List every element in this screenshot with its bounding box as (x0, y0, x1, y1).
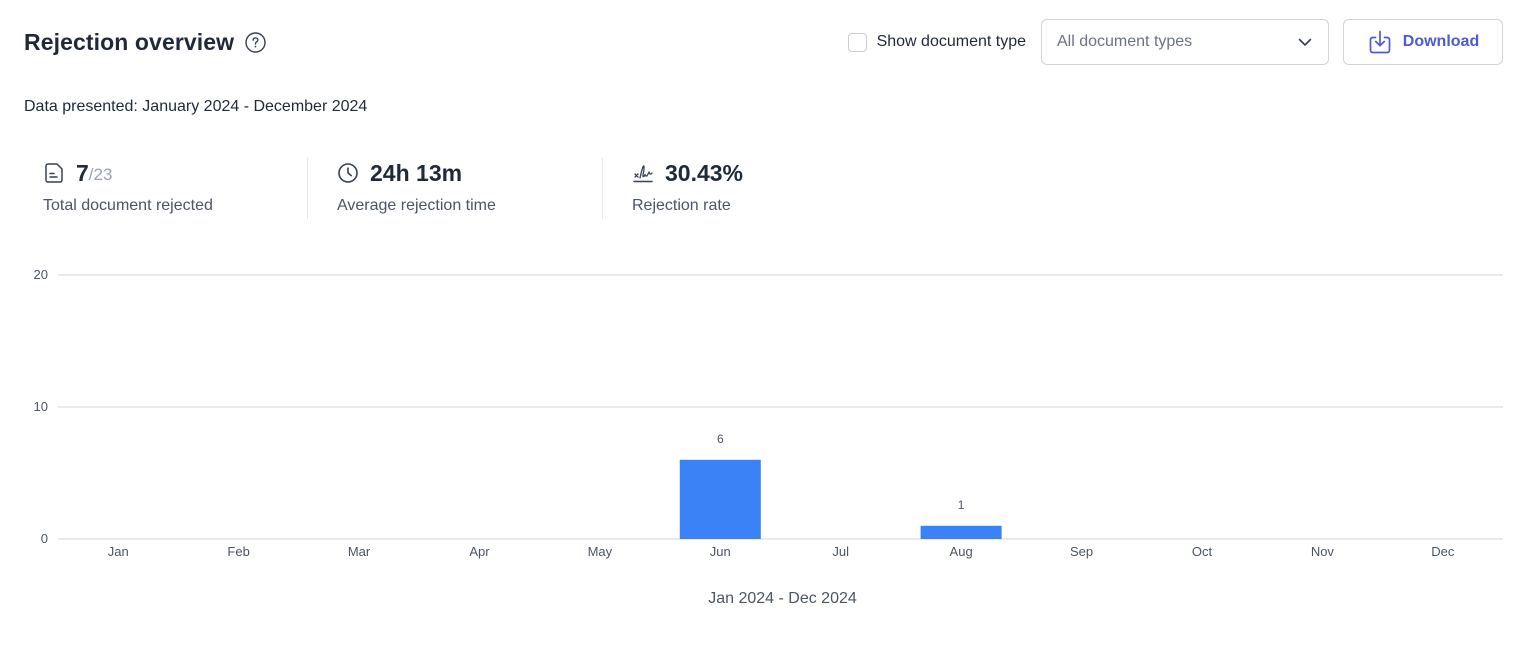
document-type-select-value: All document types (1057, 33, 1193, 50)
stat-rejection-rate: 30.43% Rejection rate (602, 158, 862, 219)
download-button[interactable]: Download (1343, 19, 1503, 65)
x-tick-label: Mar (348, 544, 371, 559)
x-tick-label: Jul (832, 544, 849, 559)
chevron-down-icon (1297, 34, 1313, 50)
x-tick-label: May (588, 544, 613, 559)
document-icon (43, 162, 65, 184)
rejection-bar-chart: 0 10 20 Jan Feb Mar Apr May 6 Jun Jul 1 Aug Sep Oct Nov… (0, 255, 1521, 615)
y-tick-label: 0 (41, 531, 48, 546)
stat-total-documents: /23 (88, 165, 113, 184)
download-icon (1367, 29, 1393, 55)
x-axis-title: Jan 2024 - Dec 2024 (708, 590, 857, 607)
stat-average-time: 24h 13m Average rejection time (307, 158, 602, 219)
stat-average-time-label: Average rejection time (337, 197, 496, 214)
bar-jun (679, 459, 761, 539)
header-controls: Show document type All document types Do… (847, 19, 1503, 65)
bar-aug (920, 525, 1002, 539)
data-label: 1 (958, 498, 965, 512)
x-tick-label: Apr (469, 544, 490, 559)
x-tick-label: Jan (108, 544, 129, 559)
header: Rejection overview Show document type Al… (24, 19, 1503, 65)
title-group: Rejection overview (24, 29, 266, 56)
show-document-type-label: Show document type (876, 33, 1026, 50)
chart-canvas: 0 10 20 Jan Feb Mar Apr May 6 Jun Jul 1 Aug Sep Oct Nov… (34, 267, 1503, 607)
data-label: 6 (717, 432, 724, 446)
stat-total-rejected-value: 7 (76, 159, 89, 186)
stat-average-time-value: 24h 13m (370, 159, 463, 186)
x-tick-label: Feb (227, 544, 249, 559)
y-tick-label: 20 (34, 267, 48, 282)
stat-total-rejected: 7 /23 Total document rejected (43, 158, 307, 219)
document-type-select[interactable]: All document types (1041, 19, 1329, 65)
clock-icon (337, 162, 359, 184)
data-period: Data presented: January 2024 - December … (24, 98, 368, 115)
x-tick-label: Nov (1311, 544, 1335, 559)
x-tick-label: Sep (1070, 544, 1093, 559)
stat-rejection-rate-value: 30.43% (665, 159, 744, 186)
stat-rejection-rate-label: Rejection rate (632, 197, 731, 214)
signature-icon (632, 162, 654, 184)
y-tick-label: 10 (34, 399, 48, 414)
x-tick-label: Aug (950, 544, 973, 559)
show-document-type-checkbox[interactable] (847, 32, 867, 52)
stat-total-rejected-label: Total document rejected (43, 197, 213, 214)
question-circle-icon[interactable] (245, 31, 266, 53)
x-tick-label: Oct (1192, 544, 1213, 559)
stats-row: 7 /23 Total document rejected 24h 13m Av… (43, 158, 862, 219)
x-tick-label: Jun (710, 544, 731, 559)
page-title: Rejection overview (24, 28, 235, 55)
show-document-type-toggle[interactable]: Show document type (847, 32, 1026, 52)
x-tick-label: Dec (1431, 544, 1455, 559)
download-label: Download (1402, 33, 1480, 50)
